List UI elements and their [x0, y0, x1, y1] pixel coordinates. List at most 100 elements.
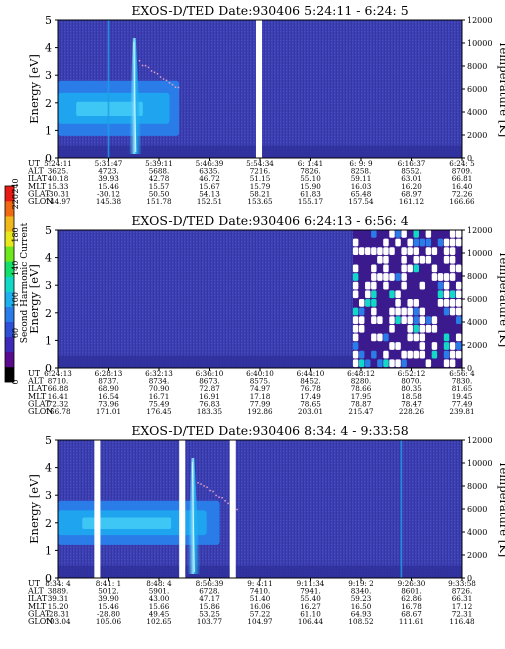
y-right-tick-label: 12000 — [467, 226, 492, 235]
patch-cell — [455, 333, 462, 342]
cell-mlt: 16.40 — [452, 182, 473, 191]
patch-cell — [395, 230, 401, 238]
cell-ut: 9:26:30 — [398, 579, 426, 588]
patch-cell — [389, 247, 395, 256]
patch-cell — [395, 290, 401, 299]
colorbar-swatch — [5, 246, 14, 262]
cell-glon: 103.04 — [45, 617, 71, 626]
patch-cell — [413, 324, 419, 333]
patch-cell — [437, 299, 444, 307]
y-tick-label: 5 — [45, 224, 52, 237]
cell-glon: 157.54 — [348, 197, 374, 206]
cell-alt: 8709. — [452, 167, 473, 176]
y-right-tick-label: 12000 — [467, 16, 492, 25]
spike-core — [133, 41, 137, 153]
cell-ut: 6:16:37 — [398, 159, 426, 168]
patch-cell — [377, 316, 383, 325]
cell-glat: -30.31 — [46, 189, 69, 198]
y-tick-label: 0 — [45, 362, 52, 375]
patch-cell — [455, 307, 462, 316]
patch-cell — [352, 281, 359, 290]
patch-cell — [371, 247, 377, 256]
patch-cell — [425, 247, 432, 256]
patch-cell — [443, 342, 450, 350]
cell-mlt: 16.91 — [199, 392, 220, 401]
cell-glat: 77.99 — [250, 399, 271, 408]
patch-cell — [455, 342, 462, 350]
patch-cell — [407, 324, 413, 333]
cell-glat: 57.22 — [250, 609, 271, 618]
patch-cell — [425, 255, 432, 264]
row-label-ilat: ILAT — [28, 594, 48, 603]
cell-ut: 6:40:10 — [246, 369, 274, 378]
row-label-ilat: ILAT — [28, 384, 48, 393]
data-gap — [255, 20, 263, 158]
patch-cell — [377, 359, 383, 368]
cell-ut: 5:54:34 — [246, 159, 274, 168]
patch-cell — [419, 350, 426, 359]
trace-dot — [138, 60, 141, 62]
y-right-tick-label: 0 — [467, 364, 472, 373]
y-tick-label: 0 — [45, 152, 52, 165]
y-axis-label: Energy [eV] — [27, 474, 41, 544]
cell-glat: 54.13 — [199, 189, 220, 198]
trace-dot — [203, 485, 205, 487]
cell-mlt: 17.95 — [351, 392, 372, 401]
cell-ilat: 72.87 — [199, 384, 220, 393]
cell-ilat: 42.78 — [149, 174, 170, 183]
cell-glon: 228.26 — [399, 407, 425, 416]
patch-cell — [449, 230, 456, 238]
patch-cell — [395, 238, 401, 247]
cell-alt: 7410. — [250, 587, 271, 596]
cell-glon: 239.81 — [449, 407, 474, 416]
patch-cell — [455, 290, 462, 299]
patch-cell — [449, 264, 456, 273]
y-right-tick-label: 8000 — [467, 62, 487, 71]
patch-cell — [401, 230, 407, 238]
trace-dot — [174, 86, 177, 88]
patch-cell — [395, 307, 401, 316]
patch-cell — [443, 333, 450, 342]
trace-dot — [200, 483, 202, 485]
patch-cell — [401, 255, 407, 264]
trace-dot — [197, 482, 199, 484]
cell-alt: 8726. — [452, 587, 473, 596]
trace-dot — [215, 494, 217, 497]
cell-glat: 49.45 — [149, 609, 170, 618]
cell-glon: 203.01 — [298, 407, 323, 416]
patch-cell — [449, 247, 456, 256]
cell-ut: 6:28:13 — [95, 369, 123, 378]
patch-cell — [389, 273, 395, 281]
y-tick-label: 4 — [45, 462, 52, 475]
cell-mlt: 15.67 — [199, 182, 220, 191]
patch-cell — [425, 324, 432, 333]
patch-cell — [431, 247, 438, 256]
patch-cell — [437, 273, 444, 281]
patch-cell — [395, 273, 401, 281]
patch-cell — [352, 350, 359, 359]
cell-alt: 7941. — [300, 587, 321, 596]
cell-ilat: 59.11 — [351, 174, 372, 183]
patch-cell — [449, 299, 456, 307]
patch-cell — [352, 238, 359, 247]
y-right-tick-label: 0 — [467, 574, 472, 583]
cell-ilat: 51.40 — [250, 594, 271, 603]
patch-cell — [431, 316, 438, 325]
patch-cell — [401, 350, 407, 359]
panel-title: EXOS-D/TED Date:930406 8:34: 4 - 9:33:58 — [131, 423, 408, 438]
cell-ut: 8:48: 4 — [146, 579, 172, 588]
patch-cell — [383, 264, 389, 273]
patch-cell — [443, 255, 450, 264]
row-label-glat: GLAT — [28, 609, 51, 618]
patch-cell — [371, 264, 377, 273]
patch-cell — [449, 359, 456, 368]
patch-cell — [443, 247, 450, 256]
cell-alt: 8710. — [48, 377, 69, 386]
cell-ilat: 46.72 — [199, 174, 220, 183]
y-tick-label: 2 — [45, 307, 52, 320]
cell-mlt: 16.78 — [401, 602, 422, 611]
patch-cell — [401, 307, 407, 316]
y-right-axis-label: Temperature [K] — [497, 461, 505, 558]
cell-alt: 7216. — [250, 167, 271, 176]
cell-ilat: 39.93 — [98, 174, 119, 183]
